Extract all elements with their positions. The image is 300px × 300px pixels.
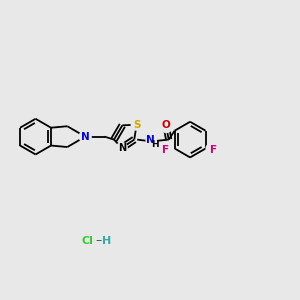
Text: N: N [146,136,155,146]
Circle shape [164,144,173,153]
Text: F: F [210,145,217,155]
Circle shape [131,119,142,130]
Text: N: N [81,132,90,142]
Text: H: H [151,140,159,148]
Text: –: – [96,234,102,247]
Text: Cl: Cl [82,236,94,246]
Circle shape [161,122,172,133]
Circle shape [79,131,91,142]
Text: N: N [118,143,126,153]
Circle shape [206,144,216,153]
Circle shape [146,136,157,146]
Circle shape [116,142,127,153]
Text: O: O [162,120,171,130]
Text: F: F [162,145,169,155]
Text: S: S [133,120,140,130]
Text: H: H [102,236,112,246]
